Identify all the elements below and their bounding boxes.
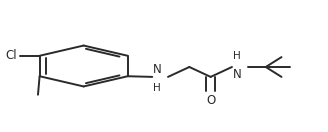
- Text: H: H: [153, 83, 161, 93]
- Text: O: O: [206, 94, 215, 107]
- Text: N: N: [153, 63, 162, 76]
- Text: H: H: [233, 51, 241, 61]
- Text: N: N: [233, 68, 242, 81]
- Text: Cl: Cl: [6, 49, 17, 62]
